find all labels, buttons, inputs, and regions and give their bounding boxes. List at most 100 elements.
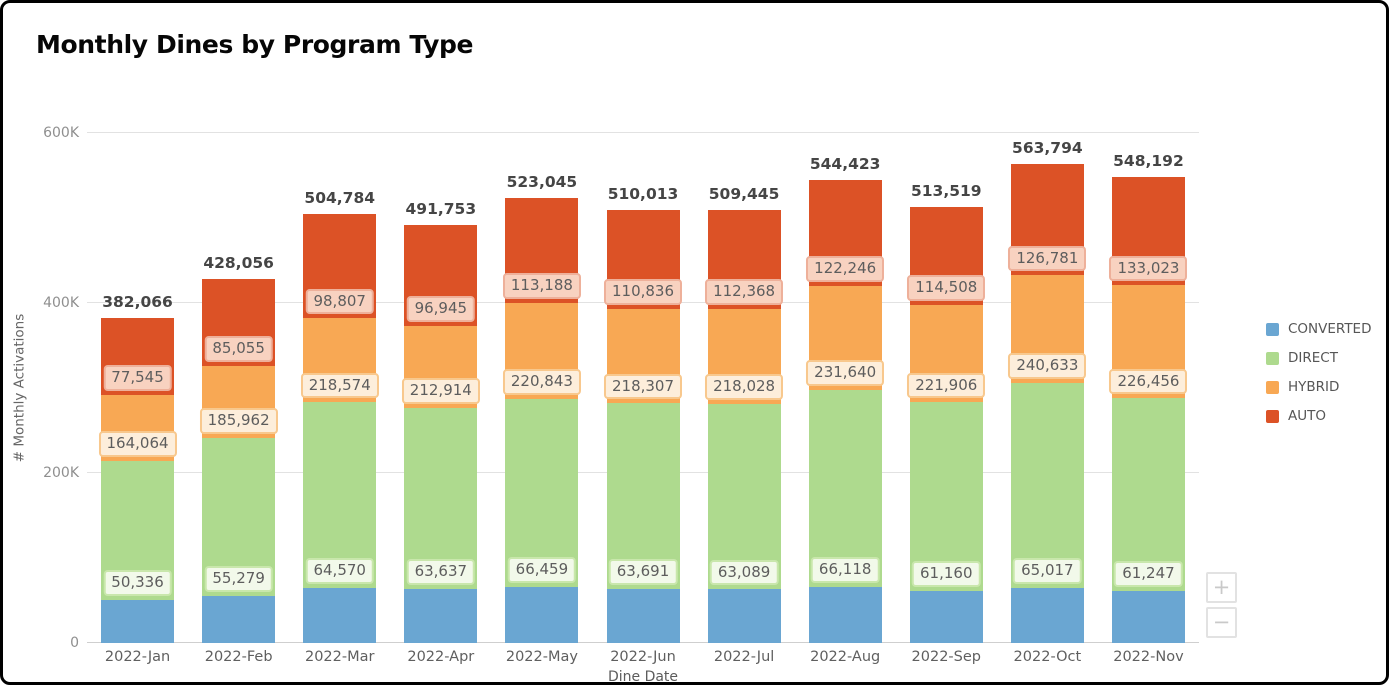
x-tick-label-2022-May: 2022-May — [505, 649, 578, 665]
zoom-in-button[interactable]: + — [1206, 572, 1237, 603]
total-label-2022-Jun: 510,013 — [607, 184, 679, 203]
segment-label-converted: 65,017 — [1013, 558, 1082, 584]
legend-label-converted: CONVERTED — [1288, 321, 1372, 337]
bar-2022-Apr: 63,637 212,914 96,945 491,753 — [401, 200, 480, 643]
segment-label-hybrid: 114,508 — [907, 275, 986, 302]
x-tick-label-2022-Aug: 2022-Aug — [810, 649, 881, 665]
segment-label-hybrid: 122,246 — [806, 256, 885, 282]
segment-label-hybrid: 112,368 — [705, 278, 784, 305]
segment-converted[interactable] — [707, 589, 781, 643]
zoom-out-button[interactable]: − — [1206, 607, 1237, 638]
segment-direct[interactable] — [505, 398, 579, 587]
segment-label-converted: 55,279 — [204, 566, 273, 593]
segment-label-converted: 66,118 — [810, 557, 880, 583]
segment-label-hybrid: 96,945 — [406, 295, 476, 322]
bar-2022-Feb: 55,279 185,962 85,055 428,056 — [199, 254, 278, 643]
segment-label-converted: 64,570 — [305, 558, 374, 585]
x-tick-label-2022-Jun: 2022-Jun — [610, 649, 676, 665]
total-label-2022-Sep: 513,519 — [910, 181, 982, 200]
legend-swatch-hybrid — [1266, 380, 1279, 394]
segment-direct[interactable] — [808, 389, 882, 587]
segment-label-direct: 218,307 — [603, 373, 683, 400]
segment-converted[interactable] — [202, 596, 276, 643]
y-tick-label-400K: 400K — [43, 295, 79, 311]
segment-converted[interactable] — [909, 591, 983, 643]
plot-area: 50,336 164,064 77,545 382,066 55,279 185,962 8… — [87, 132, 1199, 643]
segment-label-direct: 218,574 — [300, 372, 379, 399]
segment-label-hybrid: 77,545 — [103, 365, 172, 391]
legend-item-direct[interactable]: DIRECT — [1266, 350, 1372, 366]
legend-item-auto[interactable]: AUTO — [1266, 408, 1372, 424]
bar-2022-Jan: 50,336 164,064 77,545 382,066 — [98, 293, 177, 643]
segment-label-hybrid: 133,023 — [1109, 255, 1188, 282]
segment-converted[interactable] — [1111, 590, 1185, 643]
segment-converted[interactable] — [404, 588, 478, 643]
total-label-2022-Jan: 382,066 — [102, 293, 173, 312]
segment-label-hybrid: 85,055 — [204, 335, 273, 362]
segment-label-converted: 61,247 — [1114, 561, 1183, 587]
segment-direct[interactable] — [1111, 398, 1185, 591]
total-label-2022-Apr: 491,753 — [405, 200, 477, 219]
segment-label-converted: 63,089 — [709, 559, 779, 586]
segment-label-direct: 220,843 — [502, 369, 581, 395]
total-label-2022-Nov: 548,192 — [1113, 152, 1184, 171]
segment-converted[interactable] — [808, 586, 882, 643]
bar-2022-Aug: 66,118 231,640 122,246 544,423 — [806, 155, 885, 643]
x-tick-label-2022-Sep: 2022-Sep — [911, 649, 981, 665]
x-tick-label-2022-Oct: 2022-Oct — [1013, 649, 1082, 665]
x-tick-label-2022-Nov: 2022-Nov — [1113, 649, 1184, 665]
x-tick-label-2022-Mar: 2022-Mar — [304, 649, 375, 665]
legend-item-hybrid[interactable]: HYBRID — [1266, 379, 1372, 395]
legend: CONVERTED DIRECT HYBRID AUTO — [1266, 321, 1372, 437]
x-axis-title: Dine Date — [607, 669, 679, 685]
segment-direct[interactable] — [404, 407, 478, 589]
total-label-2022-Jul: 509,445 — [708, 184, 780, 203]
segment-direct[interactable] — [1010, 383, 1084, 588]
bar-2022-Jun: 63,691 218,307 110,836 510,013 — [603, 185, 683, 643]
total-label-2022-May: 523,045 — [506, 173, 578, 192]
legend-swatch-direct — [1266, 351, 1279, 365]
segment-label-direct: 221,906 — [907, 372, 986, 399]
bar-2022-Jul: 63,089 218,028 112,368 509,445 — [705, 185, 784, 643]
segment-label-hybrid: 126,781 — [1008, 245, 1087, 272]
segment-label-direct: 240,633 — [1008, 353, 1087, 380]
segment-label-hybrid: 110,836 — [603, 279, 683, 306]
segment-label-direct: 212,914 — [401, 378, 480, 404]
stacked-bar-chart: # Monthly Activations 0 200K 400K 600K 50,3… — [3, 3, 1386, 685]
total-label-2022-Mar: 504,784 — [304, 188, 376, 207]
bar-2022-Nov: 61,247 226,456 133,023 548,192 — [1109, 152, 1188, 643]
total-label-2022-Feb: 428,056 — [203, 254, 274, 273]
segment-direct[interactable] — [303, 402, 377, 589]
x-tick-label-2022-Jul: 2022-Jul — [713, 649, 775, 665]
segment-label-converted: 63,691 — [608, 559, 678, 585]
bar-2022-Oct: 65,017 240,633 126,781 563,794 — [1008, 139, 1087, 643]
segment-converted[interactable] — [505, 586, 579, 643]
x-tick-label-2022-Apr: 2022-Apr — [407, 649, 475, 665]
segment-direct[interactable] — [606, 403, 680, 589]
bar-2022-Mar: 64,570 218,574 98,807 504,784 — [300, 189, 379, 643]
legend-swatch-converted — [1266, 322, 1279, 336]
y-tick-label-0: 0 — [70, 635, 79, 651]
legend-item-converted[interactable]: CONVERTED — [1266, 321, 1372, 337]
segment-label-hybrid: 113,188 — [502, 272, 581, 299]
legend-label-direct: DIRECT — [1288, 350, 1338, 366]
legend-label-auto: AUTO — [1288, 408, 1326, 424]
gridline-600K — [87, 132, 1199, 133]
x-tick-label-2022-Jan: 2022-Jan — [104, 649, 171, 665]
segment-converted[interactable] — [303, 588, 377, 643]
zoom-controls: + − — [1206, 572, 1237, 642]
segment-converted[interactable] — [1010, 587, 1084, 643]
segment-converted[interactable] — [606, 588, 680, 643]
segment-label-direct: 231,640 — [806, 360, 885, 386]
segment-label-hybrid: 98,807 — [305, 288, 374, 315]
segment-converted[interactable] — [101, 600, 175, 643]
segment-direct[interactable] — [909, 402, 983, 592]
segment-direct[interactable] — [707, 404, 781, 590]
segment-label-converted: 50,336 — [103, 570, 172, 597]
segment-label-converted: 61,160 — [912, 561, 981, 588]
legend-swatch-auto — [1266, 409, 1279, 423]
chart-title: Monthly Dines by Program Type — [36, 30, 474, 59]
y-tick-label-200K: 200K — [43, 465, 79, 481]
segment-label-direct: 226,456 — [1109, 368, 1188, 395]
